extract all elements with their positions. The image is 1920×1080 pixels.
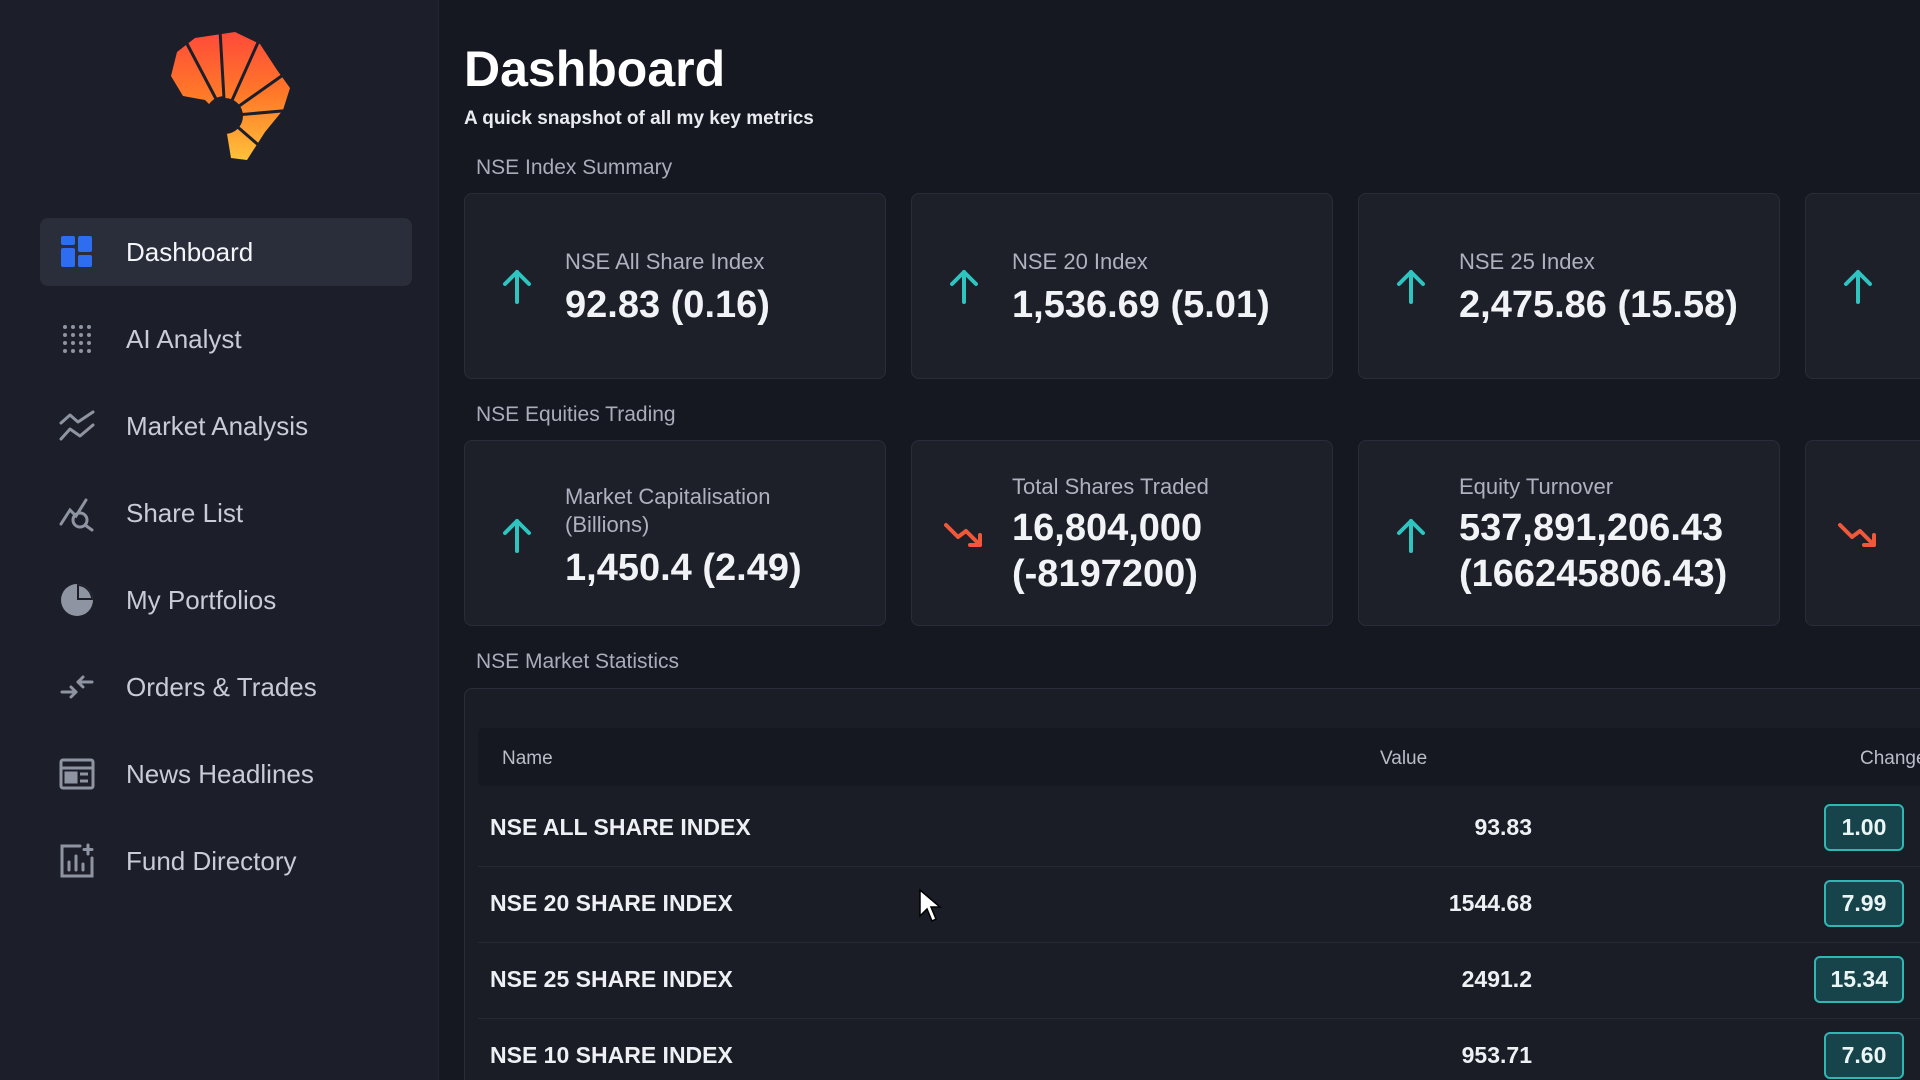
equities-card-partial[interactable] [1805,440,1920,626]
sidebar-item-news-headlines[interactable]: News Headlines [40,740,412,808]
card-value-change: (-8197200) [1012,553,1198,595]
arrow-up-icon [1844,270,1872,304]
card-title: NSE 20 Index [1012,249,1148,274]
exchange-arrows-icon [56,666,98,708]
trend-down-icon [944,523,982,547]
card-title: Equity Turnover [1459,474,1614,499]
change-badge: 1.00 [1824,804,1904,851]
card-value: 16,804,000 [1012,507,1203,549]
trend-down-icon [1838,523,1876,547]
table-row[interactable]: NSE 20 SHARE INDEX 1544.68 7.99 [478,866,1920,943]
section-label-market-statistics: NSE Market Statistics [476,650,680,673]
arrow-up-icon [950,270,978,304]
card-title-sub: (Billions) [565,512,650,537]
newspaper-icon [56,753,98,795]
table-row[interactable]: NSE 25 SHARE INDEX 2491.2 15.34 [478,942,1920,1019]
column-header-change: Change [1860,748,1920,769]
sidebar: Dashboard AI Analyst [0,0,439,1080]
sidebar-item-market-analysis[interactable]: Market Analysis [40,392,412,460]
main-content: Dashboard A quick snapshot of all my key… [438,0,1920,1080]
sidebar-item-label: News Headlines [126,758,314,789]
sidebar-item-label: Share List [126,497,244,528]
grid-icon [56,231,98,273]
page-subtitle: A quick snapshot of all my key metrics [464,108,814,129]
index-card-all-share[interactable]: NSE All Share Index 92.83 (0.16) [464,193,886,379]
arrow-up-icon [503,270,531,304]
arrow-up-icon [1397,270,1425,304]
equities-card-shares-traded[interactable]: Total Shares Traded 16,804,000 (-8197200… [911,440,1333,626]
card-value: 92.83 (0.16) [565,284,770,326]
bar-chart-plus-icon [56,840,98,882]
section-label-index-summary: NSE Index Summary [476,156,673,179]
chart-magnifier-icon [56,492,98,534]
trend-lines-icon [56,405,98,447]
equities-card-turnover[interactable]: Equity Turnover 537,891,206.43 (16624580… [1358,440,1780,626]
row-name: NSE 25 SHARE INDEX [490,966,733,992]
sidebar-item-dashboard[interactable]: Dashboard [40,218,412,286]
page-title: Dashboard [464,41,726,97]
row-name: NSE 20 SHARE INDEX [490,890,733,916]
card-title: NSE 25 Index [1459,249,1595,274]
row-name: NSE ALL SHARE INDEX [490,814,751,840]
card-title: NSE All Share Index [565,249,765,274]
index-card-nse-25[interactable]: NSE 25 Index 2,475.86 (15.58) [1358,193,1780,379]
change-badge: 7.60 [1824,1032,1904,1079]
pie-chart-icon [56,579,98,621]
africa-logo-icon [165,30,294,160]
row-name: NSE 10 SHARE INDEX [490,1042,733,1068]
sidebar-item-share-list[interactable]: Share List [40,479,412,547]
card-value: 1,450.4 (2.49) [565,547,802,589]
sidebar-item-label: Market Analysis [126,410,309,441]
card-title: Market Capitalisation [565,484,771,509]
index-card-partial[interactable] [1805,193,1920,379]
sidebar-item-orders-trades[interactable]: Orders & Trades [40,653,412,721]
sidebar-item-fund-directory[interactable]: Fund Directory [40,827,412,895]
row-value: 2491.2 [1461,966,1532,992]
sidebar-item-my-portfolios[interactable]: My Portfolios [40,566,412,634]
table-header: Name Value Change [478,728,1920,786]
table-row[interactable]: NSE ALL SHARE INDEX 93.83 1.00 [478,790,1920,867]
row-value: 93.83 [1474,814,1532,840]
arrow-up-icon [1397,519,1425,553]
sidebar-item-label: Fund Directory [126,845,297,876]
dots-grid-icon [56,318,98,360]
card-value-change: (166245806.43) [1459,553,1728,595]
mouse-cursor-icon [919,888,942,923]
arrow-up-icon [503,519,531,553]
row-value: 1544.68 [1448,890,1532,916]
card-value: 1,536.69 (5.01) [1012,284,1270,326]
table-row[interactable]: NSE 10 SHARE INDEX 953.71 7.60 [478,1018,1920,1080]
sidebar-nav: Dashboard AI Analyst [40,218,412,914]
card-title: Total Shares Traded [1012,474,1209,499]
section-label-equities-trading: NSE Equities Trading [476,403,676,426]
sidebar-item-label: AI Analyst [126,323,242,354]
change-badge: 7.99 [1824,880,1904,927]
index-card-nse-20[interactable]: NSE 20 Index 1,536.69 (5.01) [911,193,1333,379]
sidebar-item-label: My Portfolios [126,584,277,615]
column-header-value: Value [1380,748,1428,769]
sidebar-item-label: Orders & Trades [126,671,317,702]
row-value: 953.71 [1461,1042,1532,1068]
change-badge: 15.34 [1814,956,1904,1003]
sidebar-item-ai-analyst[interactable]: AI Analyst [40,305,412,373]
equities-card-market-cap[interactable]: Market Capitalisation (Billions) 1,450.4… [464,440,886,626]
sidebar-item-label: Dashboard [126,236,254,267]
card-value: 537,891,206.43 [1459,507,1724,549]
card-value: 2,475.86 (15.58) [1459,284,1738,326]
column-header-name: Name [502,748,553,769]
